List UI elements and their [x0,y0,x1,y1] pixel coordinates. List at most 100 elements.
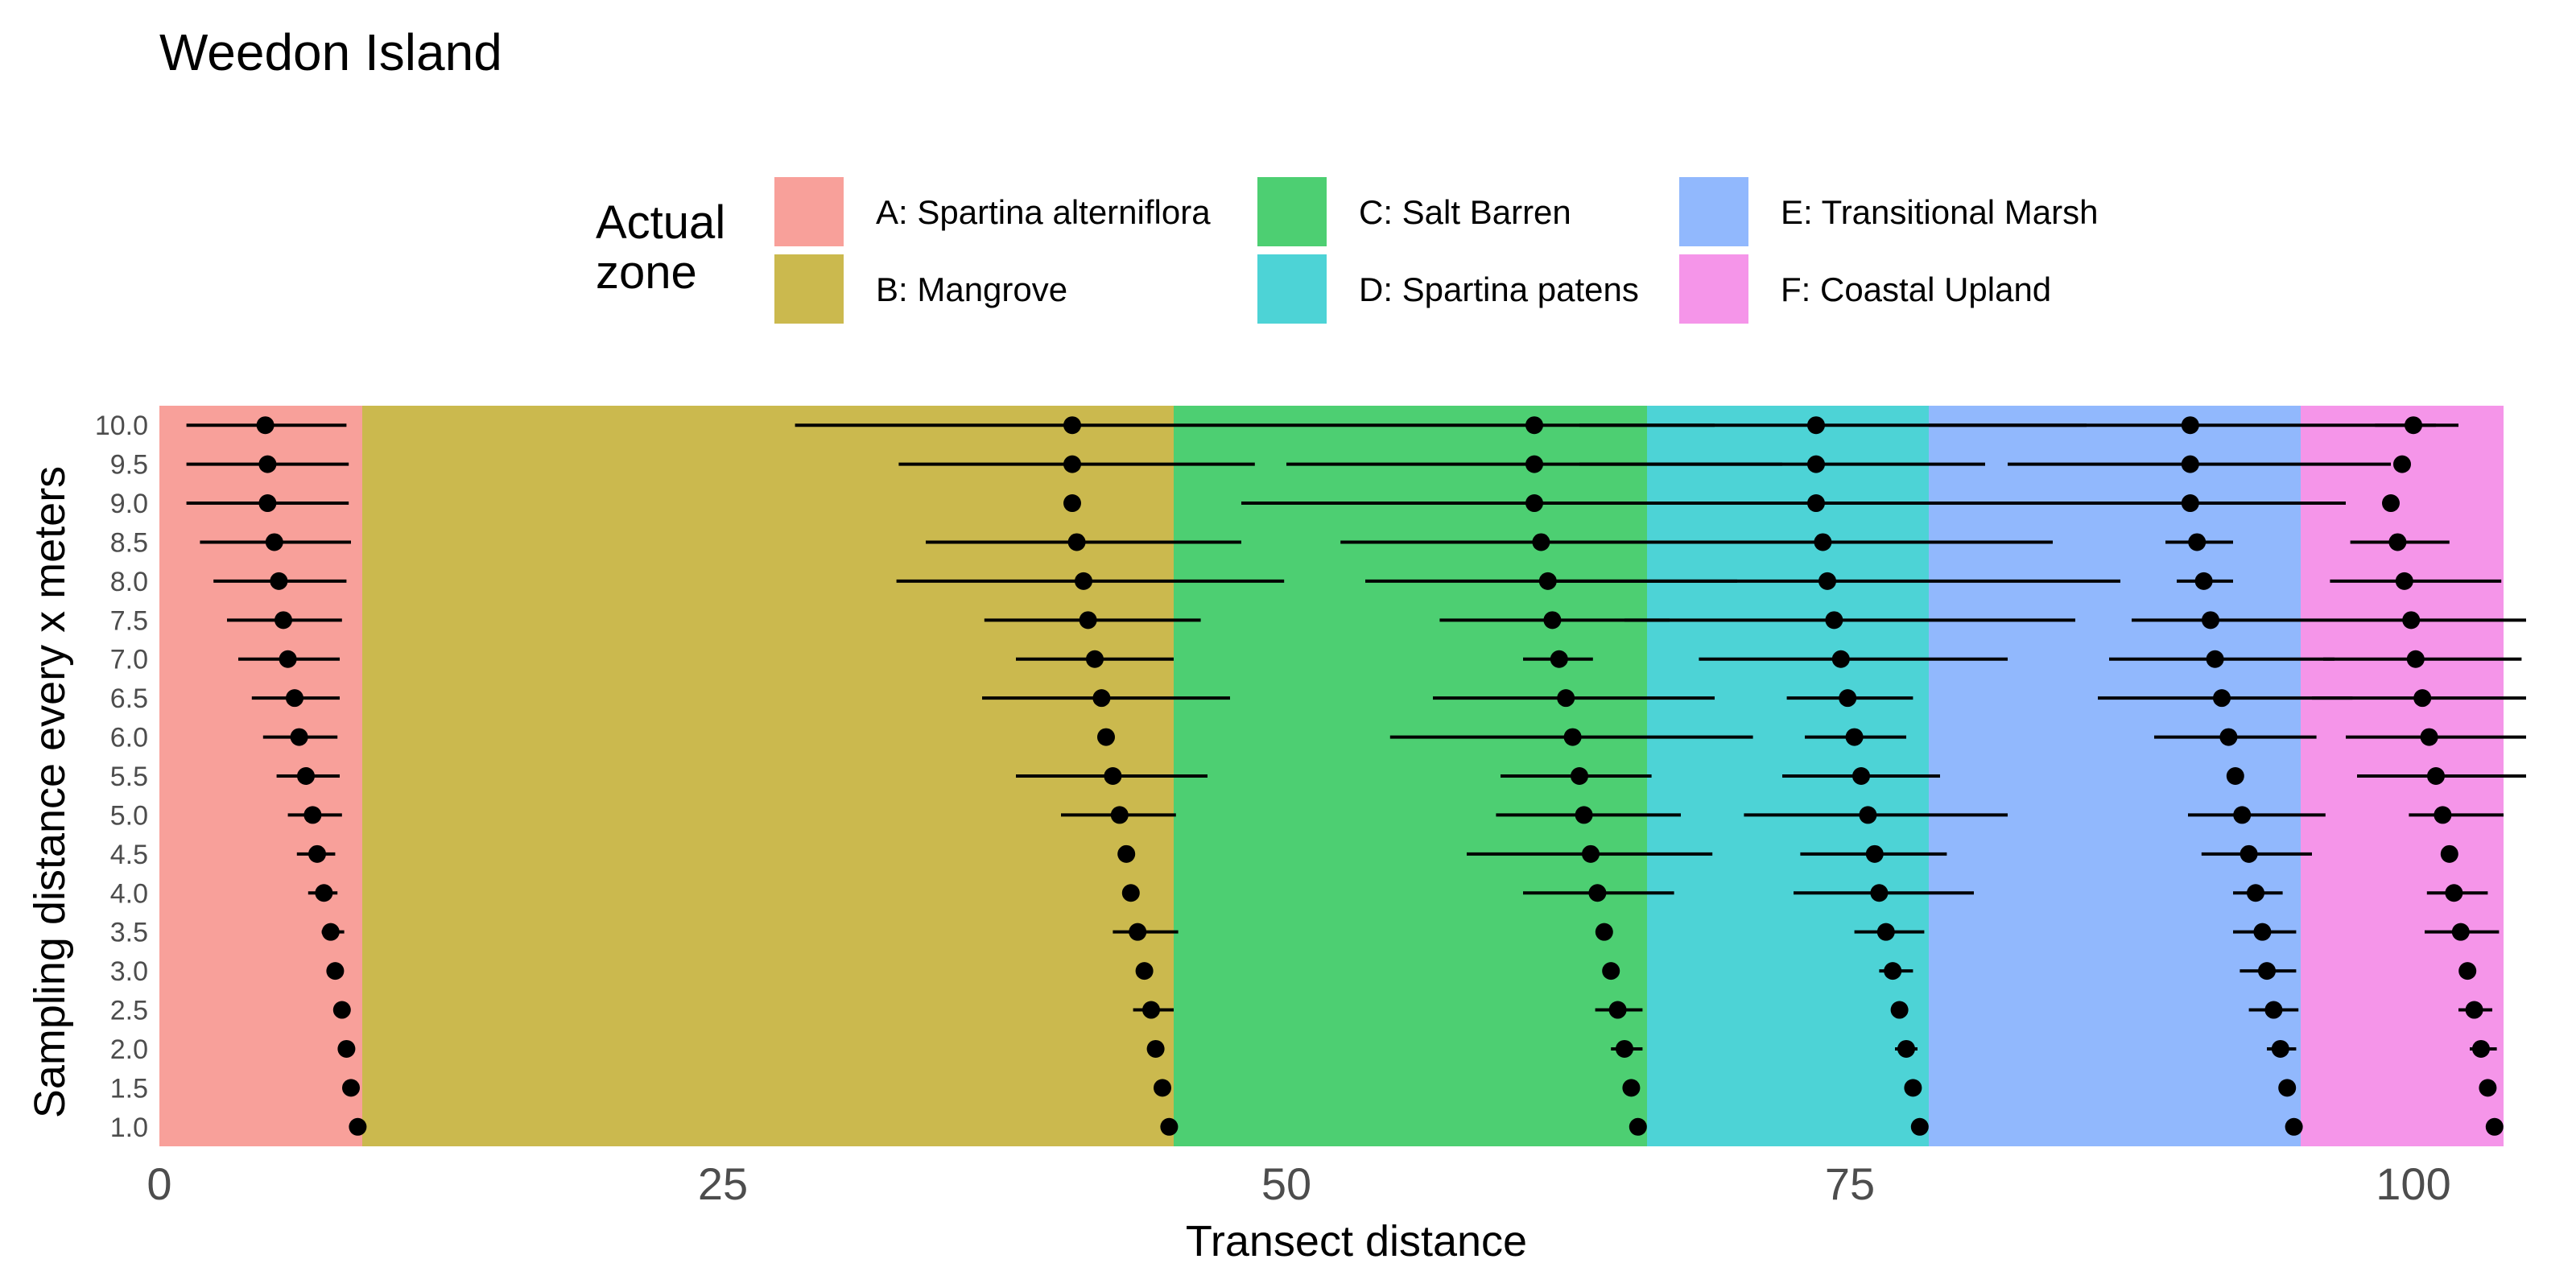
data-point [1588,884,1607,902]
data-point [1616,1039,1633,1058]
data-point [1557,689,1575,708]
y-tick-label: 1.5 [110,1073,148,1104]
data-point [1142,1001,1160,1019]
data-point [1532,533,1550,551]
data-point [258,494,277,513]
data-point [2393,455,2411,473]
data-point [326,962,345,980]
data-point [1825,611,1843,630]
data-point [2405,416,2422,435]
data-point [1104,767,1122,785]
data-point [1063,455,1081,473]
y-tick-label: 3.5 [110,918,148,948]
data-point [1121,884,1140,902]
legend-swatch-b [774,254,844,324]
legend-swatch-f [1679,254,1748,324]
data-point [1595,923,1613,941]
data-point [1870,884,1889,902]
data-point [1525,455,1543,473]
data-point [1575,806,1593,824]
legend-title: Actual zone [596,198,725,298]
data-point [1818,572,1836,590]
x-tick-label: 100 [2376,1158,2450,1209]
x-tick-label: 50 [1261,1158,1311,1209]
legend-label-f: F: Coastal Upland [1781,270,2052,308]
data-point [2181,416,2199,435]
data-point [1092,689,1111,708]
data-point [2247,884,2264,902]
data-point [1063,494,1081,513]
data-point [303,806,322,824]
legend-label-b: B: Mangrove [876,270,1068,308]
data-point [1543,611,1562,630]
data-point [256,416,275,435]
data-point [265,533,283,551]
data-point [258,455,277,473]
data-point [1876,923,1895,941]
legend-label-c: C: Salt Barren [1359,193,1571,231]
data-point [2194,572,2213,590]
data-point [279,650,297,668]
data-point [1814,533,1832,551]
data-point [2458,962,2477,980]
data-point [315,884,333,902]
data-point [2445,884,2463,902]
data-point [1884,962,1902,980]
x-tick-label: 75 [1825,1158,1875,1209]
data-point [2202,611,2219,630]
data-point [2213,689,2231,708]
data-point [1550,650,1568,668]
y-tick-label: 5.0 [110,800,148,831]
data-point [2258,962,2276,980]
y-tick-label: 8.0 [110,567,148,597]
y-tick-label: 5.5 [110,762,148,792]
y-tick-label: 2.0 [110,1034,148,1065]
data-point [2451,923,2470,941]
data-point [2181,494,2199,513]
data-point [1135,962,1154,980]
data-point [1629,1117,1647,1136]
data-point [2382,494,2400,513]
y-axis-label: Sampling distance every x meters [26,466,74,1118]
data-point [1086,650,1104,668]
data-point [2206,650,2224,668]
y-tick-label: 4.5 [110,840,148,870]
zone-bands [159,406,2504,1146]
data-point [1525,416,1543,435]
data-point [1622,1079,1641,1097]
data-point [1075,572,1092,590]
data-point [308,844,326,863]
data-point [2233,806,2252,824]
data-point [2388,533,2407,551]
data-point [321,923,340,941]
data-point [2406,650,2425,668]
data-point [1897,1039,1915,1058]
data-point [2427,767,2445,785]
data-point [2226,767,2244,785]
data-point [297,767,315,785]
data-point [2395,572,2413,590]
x-axis-label: Transect distance [1186,1217,1527,1265]
data-point [1525,494,1543,513]
data-point [1063,416,1081,435]
data-point [2219,728,2238,746]
data-point [286,689,303,708]
data-point [332,1001,351,1019]
data-point [1890,1001,1909,1019]
data-point [1582,844,1600,863]
x-tick-label: 0 [147,1158,171,1209]
data-point [2240,844,2258,863]
data-point [290,728,308,746]
zone-band-4 [1929,406,2301,1146]
data-point [1110,806,1129,824]
data-point [1146,1039,1165,1058]
data-point [1904,1079,1922,1097]
y-tick-label: 8.5 [110,527,148,558]
legend-swatch-a [774,177,844,246]
y-tick-label: 9.0 [110,489,148,519]
y-tick-label: 1.0 [110,1113,148,1143]
y-tick-labels: 1.0 1.5 2.0 2.5 3.0 3.5 4.0 4.5 5.0 5.5 6.0 6.5 7.0 7… [95,411,148,1143]
y-tick-label: 7.0 [110,645,148,675]
data-point [1910,1117,1929,1136]
